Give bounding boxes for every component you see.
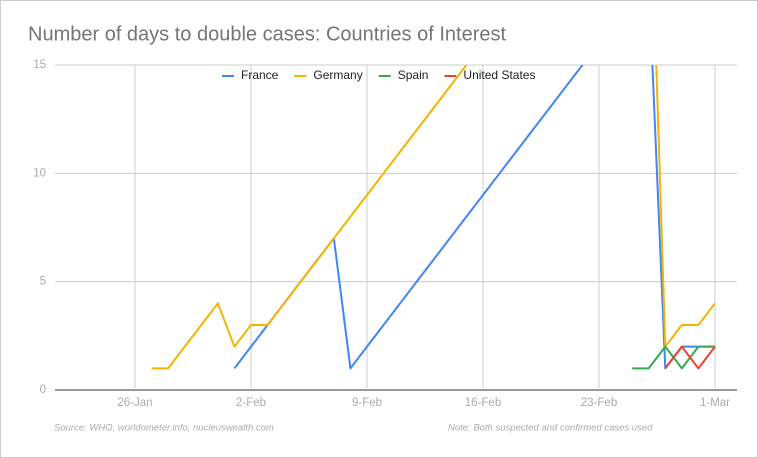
series-line xyxy=(151,65,716,370)
legend-label: Germany xyxy=(313,68,362,82)
x-tick-label: 9-Feb xyxy=(352,397,382,409)
x-tick-label: 1-Mar xyxy=(700,397,730,409)
note: Note: Both suspected and confirmed cases… xyxy=(448,423,653,434)
series-line xyxy=(664,345,716,370)
x-tick-label: 26-Jan xyxy=(117,397,152,409)
y-tick-label: 0 xyxy=(40,384,46,396)
legend-label: United States xyxy=(463,68,535,82)
plot-lines xyxy=(151,65,716,370)
x-tick-label: 16-Feb xyxy=(465,397,501,409)
x-tick-label: 2-Feb xyxy=(236,397,266,409)
legend-label: France xyxy=(241,68,279,82)
chart-title: Number of days to double cases: Countrie… xyxy=(28,23,506,45)
x-tick-label: 23-Feb xyxy=(581,397,617,409)
legend-label: Spain xyxy=(398,68,429,82)
y-tick-label: 5 xyxy=(40,276,46,288)
y-tick-label: 10 xyxy=(33,167,46,179)
source-note: Source: WHO, worldometer.info, nucleuswe… xyxy=(54,423,274,434)
y-tick-label: 15 xyxy=(33,59,46,71)
